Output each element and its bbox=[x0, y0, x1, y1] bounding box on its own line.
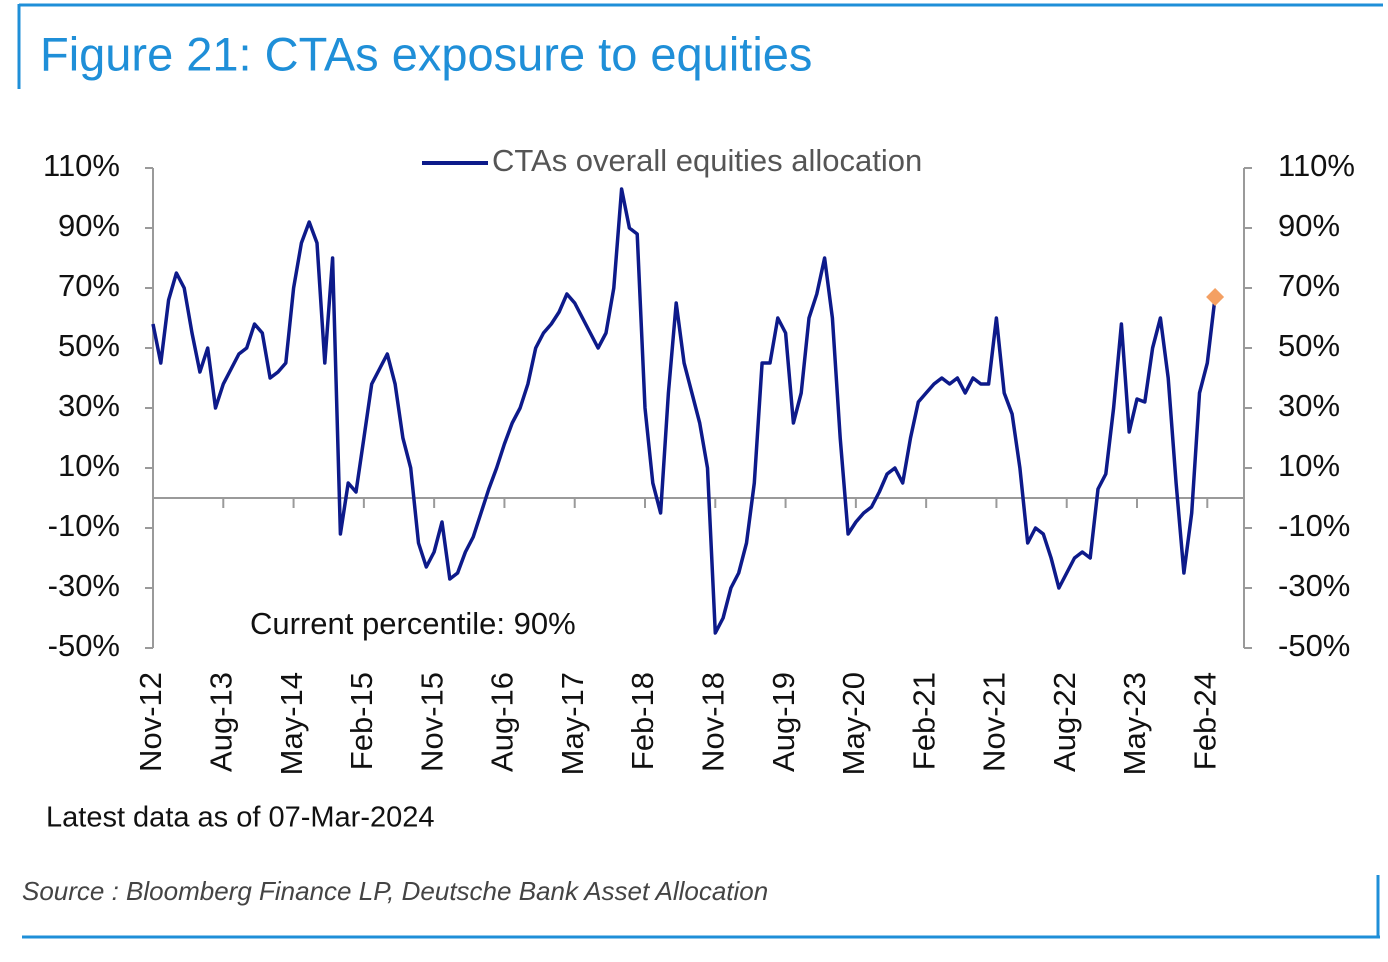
y-tick-label: 30% bbox=[58, 388, 120, 423]
x-tick-label: May-23 bbox=[1117, 672, 1152, 775]
x-tick-label: Aug-13 bbox=[203, 672, 238, 772]
y2-tick-label: 10% bbox=[1278, 448, 1340, 483]
x-tick-label: Nov-15 bbox=[414, 672, 449, 772]
x-tick-label: Aug-22 bbox=[1047, 672, 1082, 772]
x-tick-label: Feb-21 bbox=[906, 672, 941, 770]
y-tick-label: 70% bbox=[58, 268, 120, 303]
y-tick-label: 90% bbox=[58, 208, 120, 243]
x-tick-label: Feb-15 bbox=[344, 672, 379, 770]
x-tick-label: Aug-16 bbox=[485, 672, 520, 772]
y-tick-label: 10% bbox=[58, 448, 120, 483]
y2-tick-label: 110% bbox=[1278, 148, 1355, 183]
x-tick-label: Aug-19 bbox=[766, 672, 801, 772]
series-line bbox=[151, 187, 1217, 635]
x-tick-label: Nov-21 bbox=[977, 672, 1012, 772]
y2-tick-label: 30% bbox=[1278, 388, 1340, 423]
legend-label: CTAs overall equities allocation bbox=[492, 143, 922, 178]
chart-title: Figure 21: CTAs exposure to equities bbox=[40, 27, 812, 80]
x-tick-label: May-17 bbox=[555, 672, 590, 775]
y-tick-label: 110% bbox=[43, 148, 120, 183]
x-tick-label: Feb-24 bbox=[1187, 672, 1222, 770]
y2-tick-label: -30% bbox=[1278, 568, 1350, 603]
annotation: Latest data as of 07-Mar-2024 bbox=[46, 802, 435, 834]
source: Source : Bloomberg Finance LP, Deutsche … bbox=[22, 876, 768, 906]
x-tick-label: May-20 bbox=[836, 672, 871, 775]
y2-tick-label: -10% bbox=[1278, 508, 1350, 543]
x-tick-label: May-14 bbox=[274, 672, 309, 775]
y-tick-label: 50% bbox=[58, 328, 120, 363]
x-tick-label: Nov-12 bbox=[133, 672, 168, 772]
y-tick-label: -10% bbox=[48, 508, 120, 543]
last-point-marker bbox=[1206, 288, 1225, 306]
x-tick-label: Nov-18 bbox=[695, 672, 730, 772]
y2-tick-label: -50% bbox=[1278, 628, 1350, 663]
y-tick-label: -50% bbox=[48, 628, 120, 663]
annotation: Current percentile: 90% bbox=[250, 606, 576, 641]
x-tick-label: Feb-18 bbox=[625, 672, 660, 770]
y2-tick-label: 70% bbox=[1278, 268, 1340, 303]
y-tick-label: -30% bbox=[48, 568, 120, 603]
y2-tick-label: 90% bbox=[1278, 208, 1340, 243]
y2-tick-label: 50% bbox=[1278, 328, 1340, 363]
